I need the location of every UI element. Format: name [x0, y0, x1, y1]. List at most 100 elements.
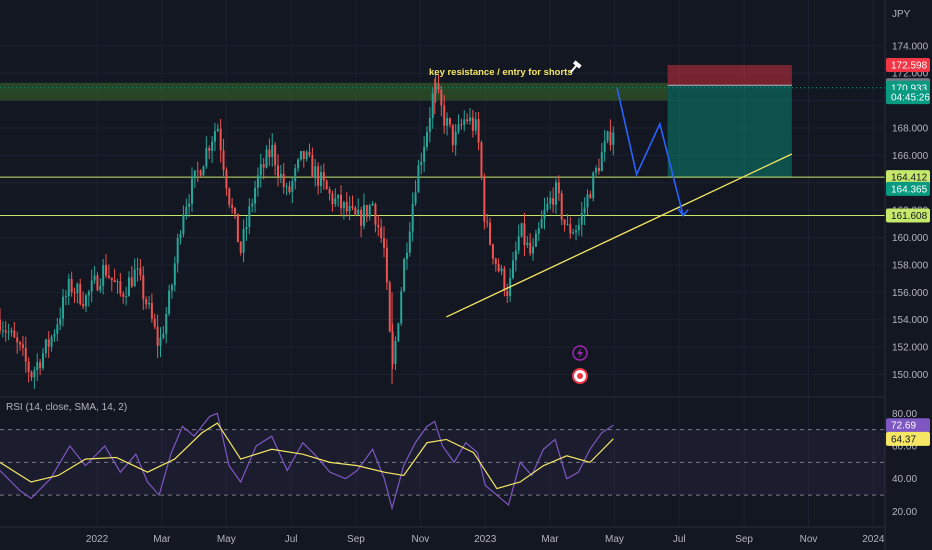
- candle-body: [385, 247, 388, 283]
- lightning-event-icon[interactable]: [572, 345, 588, 361]
- candle-body: [322, 172, 325, 181]
- candle-body: [466, 119, 469, 122]
- dividend-event-icon[interactable]: [572, 368, 588, 384]
- time-tick-label: Sep: [735, 534, 753, 545]
- candle-body: [82, 303, 85, 307]
- candle-body: [139, 268, 142, 276]
- candle-body: [107, 275, 110, 278]
- price-tick-label: 158.000: [892, 260, 929, 271]
- candle-body: [73, 292, 76, 294]
- candle-body: [557, 182, 560, 194]
- price-tick-label: 152.000: [892, 343, 929, 354]
- candle-body: [431, 93, 434, 119]
- candle-body: [308, 152, 311, 156]
- rsi-axis[interactable]: 80.00 60.00 40.00 20.00: [892, 409, 917, 518]
- time-axis[interactable]: 2022 Mar May Jul Sep Nov 2023 Mar May Jul Sep Nov 20…: [86, 534, 885, 545]
- candle-body: [297, 159, 300, 169]
- candle-body: [256, 175, 259, 188]
- candle-body: [236, 213, 239, 243]
- short-position-box[interactable]: [0, 65, 885, 178]
- candle-body: [345, 202, 348, 212]
- candle-body: [589, 194, 592, 199]
- candle-body: [162, 333, 165, 338]
- candle-body: [27, 361, 30, 373]
- candle-body: [471, 117, 474, 131]
- candle-body: [251, 203, 254, 207]
- candle-body: [612, 132, 615, 145]
- candle-body: [457, 124, 460, 132]
- candle-body: [191, 178, 194, 204]
- candle-body: [239, 242, 242, 253]
- candle-body: [368, 205, 371, 217]
- candle-body: [434, 82, 437, 94]
- candle-body: [437, 82, 440, 90]
- candle-body: [113, 280, 116, 282]
- candle-body: [170, 285, 173, 291]
- candle-body: [122, 293, 125, 297]
- candle-body: [10, 330, 13, 333]
- candle-body: [24, 347, 27, 362]
- candle-body: [279, 173, 282, 177]
- resistance-annotation[interactable]: key resistance / entry for shorts: [429, 67, 573, 78]
- candle-body: [448, 118, 451, 125]
- candle-body: [47, 339, 50, 347]
- candle-body: [319, 172, 322, 186]
- candle-body: [291, 181, 294, 193]
- rsi-tick-label: 80.00: [892, 409, 917, 420]
- candle-body: [182, 214, 185, 234]
- projection-path[interactable]: [616, 88, 689, 217]
- horizontal-levels[interactable]: [0, 176, 885, 216]
- candle-body: [408, 231, 411, 253]
- candle-body: [371, 203, 374, 206]
- candle-body: [119, 281, 122, 294]
- candle-body: [468, 117, 471, 122]
- candle-body: [216, 128, 219, 132]
- candle-body: [360, 209, 363, 226]
- candle-body: [213, 131, 216, 142]
- time-tick-label: 2024: [862, 534, 885, 545]
- candle-body: [205, 147, 208, 167]
- candle-body: [225, 169, 228, 189]
- candle-body: [328, 189, 331, 194]
- candle-body: [480, 142, 483, 178]
- candle-body: [142, 275, 145, 300]
- hammer-icon: [570, 60, 582, 73]
- rsi-tick-label: 60.00: [892, 442, 917, 453]
- candle-body: [176, 238, 179, 264]
- candle-body: [265, 149, 268, 168]
- candle-body: [463, 119, 466, 125]
- candle-body: [354, 207, 357, 215]
- candle-body: [403, 259, 406, 292]
- candle-body: [33, 370, 36, 378]
- candle-body: [494, 258, 497, 264]
- candle-body: [50, 336, 53, 347]
- rsi-legend[interactable]: RSI (14, close, SMA, 14, 2): [6, 402, 127, 413]
- candle-body: [380, 227, 383, 239]
- candle-body: [342, 202, 345, 209]
- candle-body: [193, 170, 196, 179]
- candle-body: [70, 278, 73, 293]
- time-tick-label: Mar: [153, 534, 171, 545]
- price-tick-label: 174.000: [892, 41, 929, 52]
- time-tick-label: Nov: [411, 534, 429, 545]
- candle-body: [165, 313, 168, 334]
- candle-body: [514, 250, 517, 261]
- price-tag-label: 170.933: [891, 83, 928, 94]
- candle-body: [185, 206, 188, 215]
- candle-body: [426, 131, 429, 147]
- trendline[interactable]: [446, 153, 793, 318]
- candle-body: [148, 302, 151, 305]
- candle-body: [377, 224, 380, 228]
- candle-body: [414, 192, 417, 204]
- price-tag: [886, 418, 930, 433]
- rsi-line: [0, 412, 614, 511]
- candle-body: [411, 203, 414, 232]
- rsi-tick-label: 40.00: [892, 474, 917, 485]
- candle-body: [520, 223, 523, 237]
- candle-body: [116, 281, 119, 283]
- candle-body: [276, 165, 279, 177]
- candle-body: [460, 124, 463, 126]
- candle-body: [4, 330, 7, 333]
- candle-body: [222, 150, 225, 170]
